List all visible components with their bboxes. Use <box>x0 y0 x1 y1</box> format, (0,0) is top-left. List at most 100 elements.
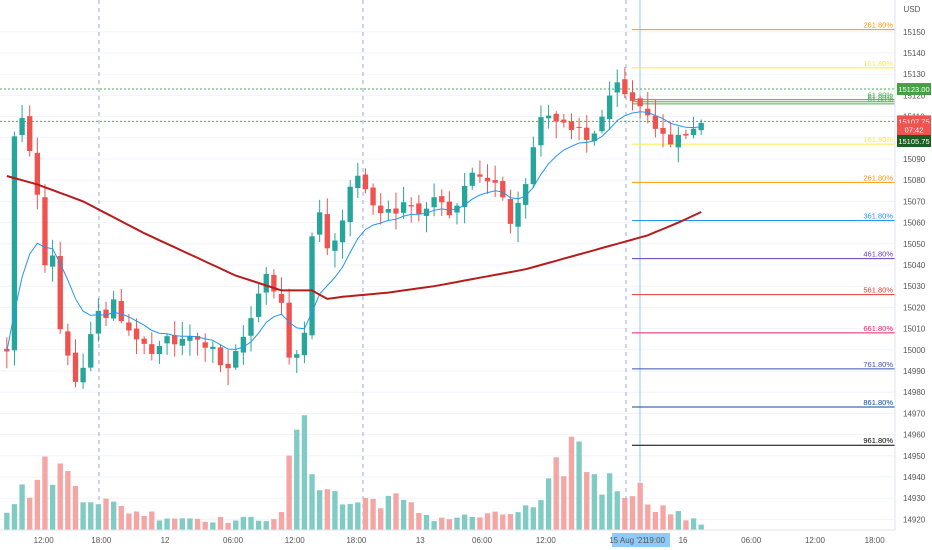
volume-bar <box>65 471 71 530</box>
volume-bar <box>126 513 132 530</box>
candle-body <box>149 344 155 354</box>
time-badge-text: 19:00 <box>645 536 666 545</box>
candle-body <box>294 354 300 358</box>
candle-body <box>118 300 124 322</box>
volume-bar <box>294 429 300 530</box>
volume-bar <box>19 484 25 530</box>
volume-bar <box>225 522 231 530</box>
price-tick-label: 14940 <box>903 473 926 482</box>
volume-bar <box>378 508 384 530</box>
candle-body <box>49 255 56 267</box>
volume-bar <box>278 512 285 530</box>
volume-bar <box>515 512 521 530</box>
candle-body <box>461 185 468 208</box>
candle-body <box>690 128 697 135</box>
candle-body <box>217 347 224 366</box>
candle-body <box>11 136 18 351</box>
volume-bar <box>210 522 216 530</box>
volume-bar <box>393 493 399 530</box>
candle-body <box>133 328 140 340</box>
price-tick-label: 14980 <box>903 388 926 397</box>
candle-body <box>179 338 185 346</box>
volume-bar <box>11 504 18 530</box>
volume-bar <box>553 457 559 530</box>
candle-body <box>675 134 681 148</box>
candle-body <box>141 338 147 344</box>
price-tick-label: 15090 <box>903 155 926 164</box>
candle-body <box>27 116 33 152</box>
candle-body <box>80 367 86 383</box>
price-tick-label: 15030 <box>903 282 926 291</box>
volume-bar <box>370 498 376 530</box>
candle-body <box>324 214 330 249</box>
moving-averages <box>6 111 702 352</box>
candle-body <box>393 208 399 214</box>
volume-bar <box>271 519 277 530</box>
time-tick-label: 12:00 <box>805 536 826 545</box>
candle-body <box>110 299 117 319</box>
price-badge-text: 15107.75 <box>898 117 929 126</box>
candle-body <box>172 335 178 345</box>
volume-bar <box>461 514 468 530</box>
volume-bar <box>286 455 292 530</box>
candle-body <box>34 152 41 195</box>
candle-body <box>233 350 239 368</box>
candle-body <box>95 310 102 334</box>
candle-body <box>286 302 292 358</box>
price-badge-text: 15105.75 <box>898 137 929 146</box>
volume-bar <box>255 520 262 530</box>
candle-body <box>408 205 414 207</box>
price-axis[interactable]: 1515015140151301512015110151001509015080… <box>894 0 926 530</box>
volume-bar <box>614 491 620 530</box>
price-tick-label: 14960 <box>903 431 926 440</box>
fib-label: 61.80% <box>868 93 894 102</box>
candle-body <box>210 346 216 349</box>
price-tick-label: 14990 <box>903 367 926 376</box>
candle-body <box>255 293 262 317</box>
fib-label: 861.80% <box>863 398 893 407</box>
candle-body <box>42 197 48 266</box>
candle-body <box>515 202 521 227</box>
candle-body <box>301 332 308 356</box>
candle-body <box>591 133 598 142</box>
ema-fast-line <box>6 111 702 352</box>
price-tick-label: 15000 <box>903 346 926 355</box>
volume-bar <box>454 517 460 530</box>
candle-body <box>370 187 376 206</box>
volume-bar <box>629 496 636 530</box>
volume-bar <box>95 504 102 530</box>
candle-body <box>309 236 315 336</box>
candle-body <box>629 92 636 101</box>
time-axis[interactable]: 12:00 18:00 12 06:00 12:00 18:00 13 06:00 12:00 1… <box>0 529 895 545</box>
price-badge <box>897 134 931 147</box>
fib-label: 361.80% <box>863 211 893 220</box>
candle-body <box>263 273 269 293</box>
candle-body <box>652 115 659 129</box>
candle-body <box>622 79 628 95</box>
candle-body <box>126 322 132 331</box>
volume-bar <box>507 514 514 530</box>
candle-body <box>492 180 498 183</box>
time-tick-label: 12:00 <box>34 536 55 545</box>
volume-bar <box>316 490 323 530</box>
volume-bar <box>27 497 33 530</box>
volume-bar <box>156 520 163 530</box>
fib-label: 961.80% <box>863 436 893 445</box>
candle-body <box>523 184 529 205</box>
price-tick-label: 15040 <box>903 261 926 270</box>
price-tick-label: 15050 <box>903 240 926 249</box>
candle-body <box>378 205 384 214</box>
volume-bar <box>675 511 681 530</box>
volume-bar <box>690 518 697 530</box>
volume-bar <box>637 482 643 530</box>
time-tick-label: 12:00 <box>536 536 557 545</box>
candle-body <box>57 256 63 330</box>
candle-body <box>271 274 277 292</box>
candle-body <box>500 181 506 198</box>
volume-bar <box>110 501 117 530</box>
candle-body <box>65 331 71 356</box>
candle-body <box>530 147 536 185</box>
ema-slow-line <box>6 175 702 300</box>
